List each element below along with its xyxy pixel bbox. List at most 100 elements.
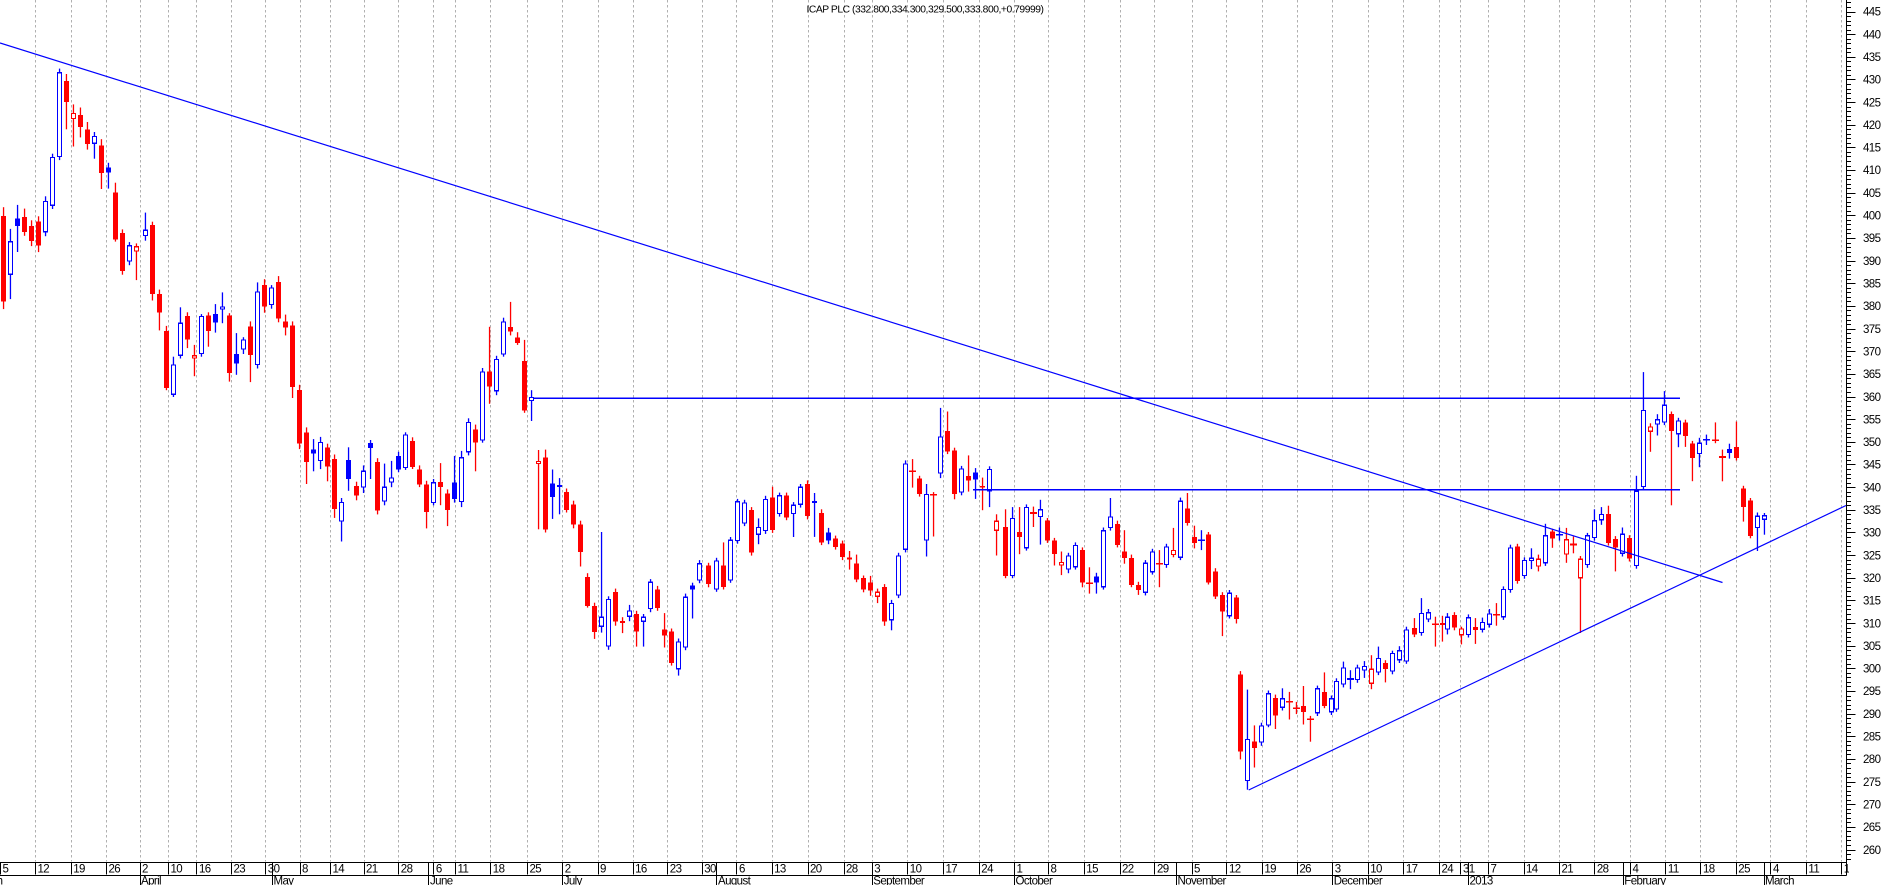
svg-text:8: 8: [1051, 864, 1057, 876]
svg-text:10: 10: [1370, 864, 1382, 876]
svg-text:345: 345: [1863, 460, 1881, 472]
svg-text:2: 2: [565, 864, 571, 876]
svg-text:23: 23: [234, 864, 246, 876]
svg-text:445: 445: [1863, 7, 1881, 19]
svg-text:4: 4: [1773, 864, 1780, 876]
svg-text:265: 265: [1863, 822, 1881, 834]
svg-text:365: 365: [1863, 369, 1881, 381]
svg-text:425: 425: [1863, 97, 1881, 109]
svg-text:430: 430: [1863, 75, 1881, 87]
svg-text:315: 315: [1863, 596, 1881, 608]
svg-text:October: October: [1016, 875, 1053, 885]
svg-text:11: 11: [458, 864, 469, 876]
svg-text:June: June: [430, 875, 453, 885]
svg-text:24: 24: [981, 864, 994, 876]
svg-text:22: 22: [1122, 864, 1134, 876]
svg-text:28: 28: [846, 864, 858, 876]
svg-text:February: February: [1624, 875, 1666, 885]
svg-text:20: 20: [810, 864, 822, 876]
svg-text:17: 17: [1406, 864, 1418, 876]
svg-text:30: 30: [268, 864, 280, 876]
svg-text:350: 350: [1863, 437, 1881, 449]
svg-text:December: December: [1334, 875, 1383, 885]
svg-text:14: 14: [1526, 864, 1539, 876]
svg-text:3: 3: [1335, 864, 1341, 876]
svg-text:May: May: [274, 875, 295, 885]
svg-text:275: 275: [1863, 777, 1881, 789]
svg-text:300: 300: [1863, 664, 1881, 676]
svg-text:440: 440: [1863, 29, 1881, 41]
svg-text:360: 360: [1863, 392, 1881, 404]
svg-text:March: March: [1765, 875, 1794, 885]
svg-text:310: 310: [1863, 618, 1881, 630]
svg-text:415: 415: [1863, 143, 1881, 155]
svg-text:24: 24: [1442, 864, 1455, 876]
svg-text:6: 6: [436, 864, 442, 876]
svg-text:16: 16: [199, 864, 211, 876]
svg-text:4: 4: [1633, 864, 1640, 876]
svg-text:370: 370: [1863, 346, 1881, 358]
svg-text:ICAP PLC (332.800,334.300,329.: ICAP PLC (332.800,334.300,329.500,333.80…: [806, 5, 1043, 16]
svg-text:31: 31: [1463, 864, 1475, 876]
svg-text:280: 280: [1863, 754, 1881, 766]
svg-text:390: 390: [1863, 256, 1881, 268]
svg-text:5: 5: [1194, 864, 1200, 876]
svg-text:380: 380: [1863, 301, 1881, 313]
svg-text:385: 385: [1863, 279, 1881, 291]
svg-text:15: 15: [1086, 864, 1098, 876]
svg-text:9: 9: [600, 864, 606, 876]
svg-text:18: 18: [493, 864, 505, 876]
svg-text:18: 18: [1844, 864, 1856, 876]
svg-text:285: 285: [1863, 732, 1881, 744]
svg-text:6: 6: [739, 864, 745, 876]
svg-text:3: 3: [874, 864, 880, 876]
svg-text:11: 11: [1668, 864, 1679, 876]
svg-text:28: 28: [1597, 864, 1609, 876]
svg-text:11: 11: [1808, 864, 1819, 876]
svg-text:2013: 2013: [1470, 875, 1493, 885]
svg-text:8: 8: [302, 864, 308, 876]
svg-text:21: 21: [366, 864, 378, 876]
svg-text:400: 400: [1863, 211, 1881, 223]
svg-text:330: 330: [1863, 528, 1881, 540]
svg-text:13: 13: [774, 864, 786, 876]
svg-text:435: 435: [1863, 52, 1881, 64]
svg-text:August: August: [718, 875, 752, 885]
svg-text:17: 17: [946, 864, 958, 876]
svg-text:12: 12: [38, 864, 50, 876]
svg-text:305: 305: [1863, 641, 1881, 653]
svg-text:12: 12: [1229, 864, 1241, 876]
svg-text:23: 23: [670, 864, 682, 876]
svg-text:7: 7: [1491, 864, 1497, 876]
svg-text:16: 16: [635, 864, 647, 876]
svg-text:325: 325: [1863, 550, 1881, 562]
svg-text:26: 26: [109, 864, 121, 876]
svg-text:April: April: [141, 875, 161, 885]
svg-text:14: 14: [333, 864, 346, 876]
svg-text:25: 25: [530, 864, 542, 876]
svg-text:21: 21: [1562, 864, 1574, 876]
svg-text:340: 340: [1863, 482, 1881, 494]
svg-text:410: 410: [1863, 165, 1881, 177]
svg-text:25: 25: [1738, 864, 1750, 876]
svg-text:18: 18: [1703, 864, 1715, 876]
svg-text:375: 375: [1863, 324, 1881, 336]
svg-text:1: 1: [1017, 864, 1023, 876]
svg-text:420: 420: [1863, 120, 1881, 132]
svg-text:19: 19: [1264, 864, 1276, 876]
svg-text:26: 26: [1299, 864, 1311, 876]
svg-text:395: 395: [1863, 233, 1881, 245]
svg-text:10: 10: [171, 864, 183, 876]
svg-text:320: 320: [1863, 573, 1881, 585]
svg-text:September: September: [873, 875, 925, 885]
svg-text:2: 2: [142, 864, 148, 876]
svg-text:290: 290: [1863, 709, 1881, 721]
svg-text:30: 30: [704, 864, 716, 876]
svg-text:335: 335: [1863, 505, 1881, 517]
svg-text:405: 405: [1863, 188, 1881, 200]
svg-text:28: 28: [401, 864, 413, 876]
svg-text:10: 10: [910, 864, 922, 876]
svg-text:295: 295: [1863, 686, 1881, 698]
svg-text:July: July: [564, 875, 583, 885]
svg-text:270: 270: [1863, 800, 1881, 812]
